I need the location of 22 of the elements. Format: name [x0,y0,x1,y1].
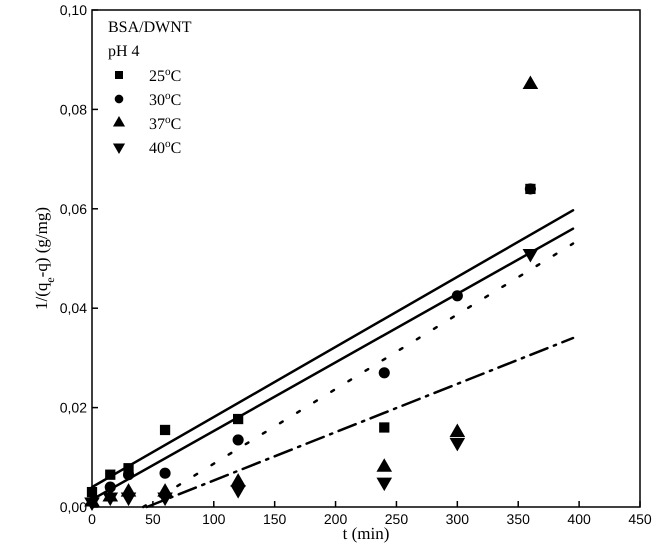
legend-label: 30$^{o}$C [149,90,182,109]
x-tick-label: 0 [88,511,96,527]
y-tick-label: 0,04 [60,300,88,316]
y-tick-label: 0,00 [60,499,88,515]
x-tick-label: 450 [628,511,652,527]
legend-label: 37$^{o}$C [149,114,182,133]
x-tick-label: 300 [446,511,470,527]
x-tick-label: 350 [506,511,530,527]
x-tick-label: 100 [202,511,226,527]
x-tick-label: 200 [324,511,348,527]
x-tick-label: 150 [262,511,287,527]
x-axis-title: t (min) [342,524,390,543]
x-tick-label: 50 [145,511,161,527]
legend-title: BSA/DWNT pH 4 [108,19,192,60]
y-tick-label: 0,08 [60,101,88,118]
x-tick-label: 400 [567,511,592,527]
y-tick-label: 0,06 [60,200,88,217]
y-tick-label: 0,10 [60,2,88,18]
legend-label: 25$^{o}$C [149,66,182,85]
legend-label: 40$^{o}$C [149,138,182,157]
x-tick-label: 250 [384,511,408,527]
y-tick-label: 0,02 [60,400,88,416]
